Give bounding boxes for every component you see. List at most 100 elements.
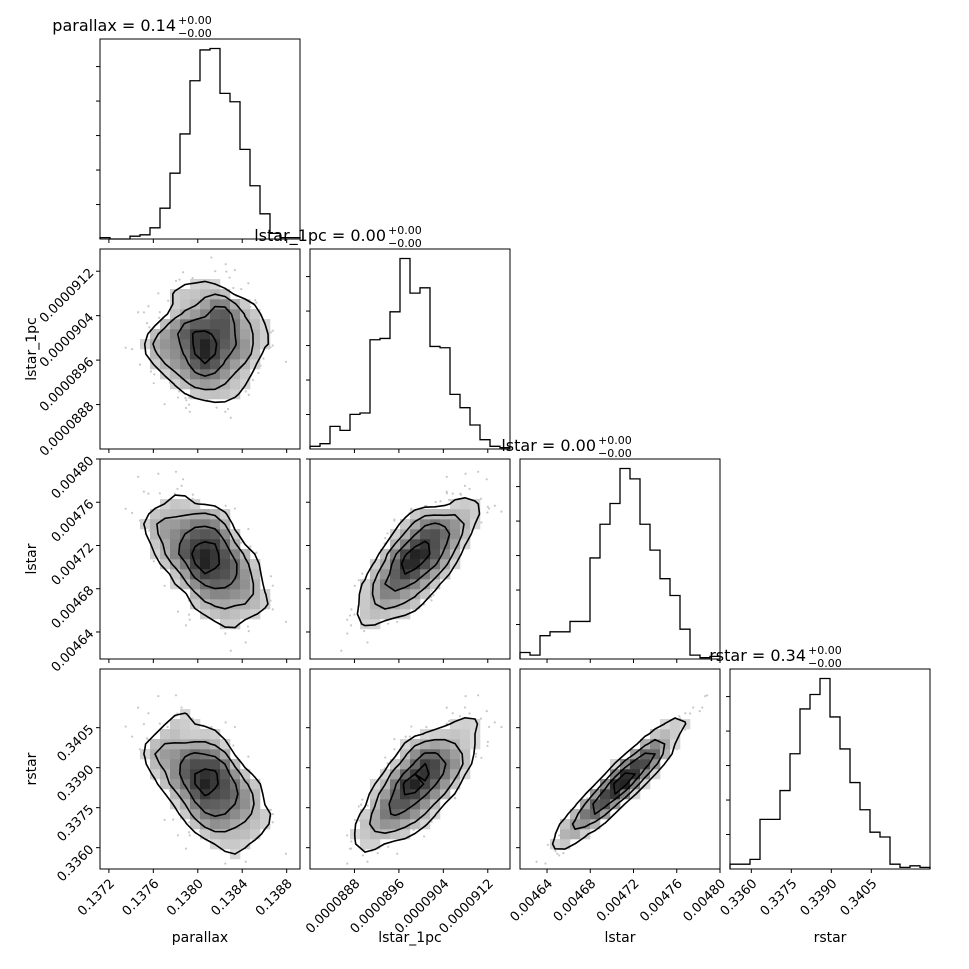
sample-point: [180, 484, 183, 487]
density-cell: [160, 729, 171, 740]
x-tick-label: 0.00468: [551, 876, 600, 925]
sample-point: [359, 803, 363, 806]
sample-point: [232, 744, 235, 747]
density-cell: [210, 559, 221, 570]
sample-point: [486, 744, 489, 747]
density-cell: [380, 809, 391, 820]
density-cell: [220, 319, 231, 330]
sample-point: [147, 492, 150, 495]
title-upper-error: +0.00: [598, 434, 632, 447]
density-cell: [220, 369, 231, 380]
sample-point: [486, 505, 489, 508]
density-cell: [460, 749, 471, 760]
sample-point: [157, 472, 160, 475]
density-cell: [380, 819, 391, 830]
density-cell: [190, 739, 201, 750]
density-cell: [390, 549, 401, 560]
density-cell: [580, 829, 591, 840]
density-cell: [190, 729, 201, 740]
density-cell: [190, 379, 201, 390]
density-cell: [240, 319, 251, 330]
density-cell: [180, 789, 191, 800]
density-cell: [460, 519, 471, 530]
panel-parallax-vs-lstar_1pc: [99, 248, 301, 450]
sample-point: [158, 492, 161, 495]
density-cell: [420, 749, 431, 760]
density-cell: [600, 799, 611, 810]
histogram-rstar: [726, 668, 931, 870]
density-cell: [210, 339, 221, 350]
density-cell: [210, 759, 221, 770]
density-cell: [220, 799, 231, 810]
sample-point: [546, 843, 549, 847]
density-cell: [180, 509, 191, 520]
density-cell: [590, 799, 601, 810]
sample-point: [678, 715, 681, 718]
density-cell: [420, 769, 431, 780]
density-cell: [200, 769, 211, 780]
sample-point: [387, 622, 390, 625]
density-cell: [180, 729, 191, 740]
sample-point: [445, 492, 448, 495]
sample-point: [271, 344, 274, 347]
density-cell: [390, 769, 401, 780]
density-cell: [390, 579, 401, 590]
density-cell: [640, 739, 651, 750]
density-cell: [460, 499, 471, 510]
density-cell: [360, 609, 371, 620]
sample-point: [157, 695, 160, 698]
sample-point: [376, 852, 379, 855]
sample-point: [271, 608, 274, 611]
title-parallax: parallax = 0.14 +0.00−0.00: [52, 14, 211, 40]
density-cell: [170, 719, 181, 730]
sample-point: [124, 507, 127, 510]
density-cell: [240, 559, 251, 570]
density-cell: [430, 769, 441, 780]
density-cell: [190, 299, 201, 310]
density-cell: [200, 339, 211, 350]
sample-point: [174, 279, 178, 282]
density-cell: [200, 349, 211, 360]
density-cell: [400, 609, 411, 620]
sample-point: [233, 507, 236, 510]
density-cell: [430, 759, 441, 770]
title-upper-error: +0.00: [388, 224, 422, 237]
sample-point: [214, 270, 217, 273]
sample-point: [187, 831, 191, 834]
density-cell: [150, 519, 161, 530]
panel-frame: [99, 458, 301, 660]
sample-point: [158, 316, 161, 319]
density-cell: [420, 529, 431, 540]
density-cell: [420, 549, 431, 560]
density-cell: [420, 539, 431, 550]
density-cell: [220, 299, 231, 310]
density-cell: [240, 339, 251, 350]
y-axis-label-rstar: rstar: [24, 752, 40, 785]
density-cell: [170, 799, 181, 810]
sample-point: [468, 487, 471, 491]
density-cell: [400, 589, 411, 600]
density-cell: [250, 789, 261, 800]
density-cell: [410, 519, 421, 530]
y-tick-label: 0.00472: [49, 540, 98, 589]
sample-point: [361, 854, 364, 857]
density-cell: [440, 729, 451, 740]
sample-point: [152, 382, 155, 385]
density-cell: [230, 379, 241, 390]
density-cell: [220, 749, 231, 760]
sample-point: [224, 862, 227, 865]
density-cell: [430, 539, 441, 550]
density-cell: [230, 609, 241, 620]
sample-point: [477, 470, 480, 473]
density-cell: [170, 359, 181, 370]
y-tick-label: 0.00476: [49, 497, 98, 546]
density-cell: [210, 829, 221, 840]
density-cell: [430, 559, 441, 570]
density-cell: [390, 789, 401, 800]
density-cell: [440, 569, 451, 580]
density-cell: [210, 599, 221, 610]
sample-point: [558, 854, 561, 857]
density-cell: [240, 819, 251, 830]
density-cell: [220, 589, 231, 600]
x-tick-label: 0.3405: [838, 876, 881, 919]
